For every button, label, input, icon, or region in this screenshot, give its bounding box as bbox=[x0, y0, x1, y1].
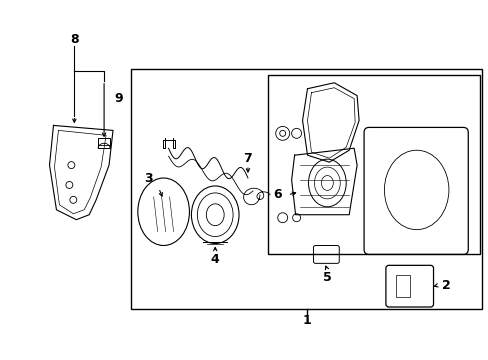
Bar bbox=[98, 138, 110, 148]
Text: 6: 6 bbox=[273, 188, 282, 201]
Bar bbox=[267, 75, 479, 255]
Bar bbox=[131, 69, 481, 309]
Text: 4: 4 bbox=[210, 253, 219, 266]
Text: 2: 2 bbox=[441, 279, 450, 292]
Text: 7: 7 bbox=[243, 152, 252, 165]
Text: 5: 5 bbox=[322, 271, 331, 284]
Text: 3: 3 bbox=[144, 171, 153, 185]
Text: 1: 1 bbox=[302, 314, 310, 327]
Bar bbox=[395, 275, 409, 297]
Text: 9: 9 bbox=[114, 92, 123, 105]
Text: 8: 8 bbox=[70, 33, 79, 46]
